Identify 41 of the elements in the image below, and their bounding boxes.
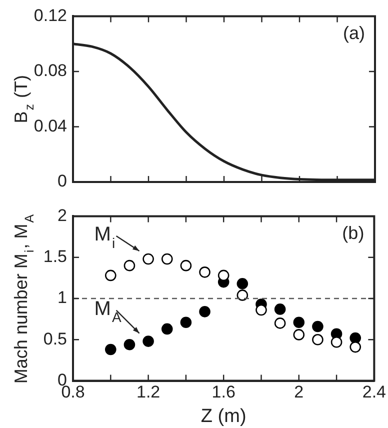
- point: [142, 253, 154, 265]
- point: [312, 334, 324, 346]
- point: [105, 270, 116, 282]
- point: [256, 304, 267, 316]
- annotation: (a): [343, 23, 365, 44]
- x-tick-label: 2.4: [362, 382, 386, 402]
- point: [312, 320, 324, 332]
- point: [161, 323, 173, 335]
- y-tick-label: 1.5: [43, 247, 67, 266]
- point: [236, 278, 248, 290]
- point: [350, 341, 362, 353]
- point: [105, 344, 116, 356]
- annotation: (b): [342, 223, 364, 244]
- x-axis-title: Z (m): [200, 406, 246, 427]
- y-tick-label: 2: [58, 206, 67, 225]
- y-tick-label: 0.12: [34, 6, 67, 25]
- y-axis-title: Mach number Mi, MA: [10, 214, 37, 384]
- y-tick-label: 0.5: [43, 329, 67, 348]
- y-tick-label: 1: [58, 288, 67, 308]
- point: [124, 338, 136, 350]
- point: [274, 304, 286, 315]
- point: [330, 336, 342, 348]
- point: [236, 290, 248, 301]
- point: [293, 316, 305, 328]
- y-tick-label: 0.04: [34, 116, 67, 136]
- point: [274, 318, 286, 329]
- point: [180, 260, 192, 272]
- point: [142, 336, 154, 347]
- point: [161, 253, 173, 265]
- point: [293, 329, 305, 340]
- point: [350, 332, 362, 344]
- point: [199, 266, 210, 278]
- y-tick-label: 0: [58, 172, 67, 191]
- point: [124, 260, 136, 272]
- x-tick-label: 1.2: [136, 382, 160, 402]
- point: [218, 270, 230, 282]
- point: [180, 316, 192, 328]
- y-tick-label: 0.08: [34, 61, 67, 80]
- x-tick-label: 2: [294, 382, 304, 402]
- point: [199, 306, 210, 318]
- x-tick-label: 1.6: [212, 382, 236, 402]
